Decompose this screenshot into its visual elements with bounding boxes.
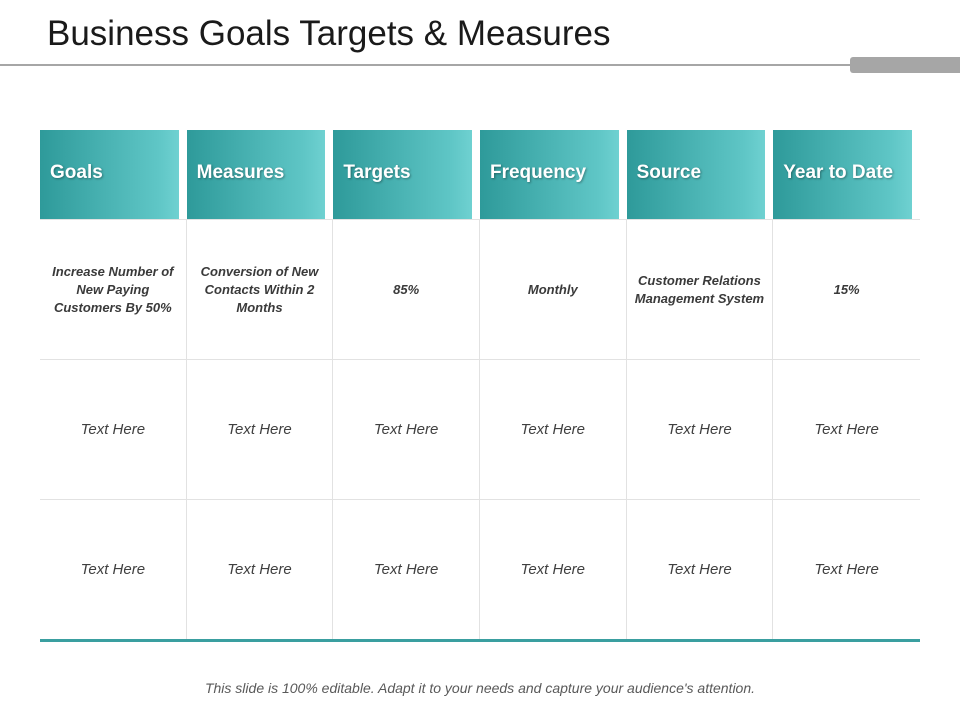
goals-table: Goals Measures Targets Frequency Source … [40, 130, 920, 642]
slide-title: Business Goals Targets & Measures [47, 14, 611, 53]
header-targets: Targets [333, 130, 480, 219]
header-goals: Goals [40, 130, 187, 219]
header-year-to-date: Year to Date [773, 130, 920, 219]
table-bottom-rule [40, 639, 920, 642]
table-cell: Text Here [40, 360, 187, 499]
table-row: Text Here Text Here Text Here Text Here … [40, 499, 920, 639]
header-label: Goals [40, 130, 179, 219]
table-cell: Conversion of New Contacts Within 2 Mont… [187, 220, 334, 359]
table-cell: Text Here [814, 421, 879, 438]
title-underline [0, 64, 852, 66]
table-cell: Increase Number of New Paying Customers … [40, 220, 187, 359]
title-accent-tab [850, 57, 960, 73]
table-cell: Text Here [480, 500, 627, 639]
slide-footer-note: This slide is 100% editable. Adapt it to… [204, 680, 756, 696]
table-cell: Text Here [627, 500, 774, 639]
table-row: Text Here Text Here Text Here Text Here … [40, 359, 920, 499]
table-cell: Text Here [814, 561, 879, 578]
header-label: Year to Date [773, 130, 912, 219]
table-cell: Text Here [627, 360, 774, 499]
header-label: Source [626, 130, 766, 219]
header-frequency: Frequency [479, 130, 627, 219]
table-header-row: Goals Measures Targets Frequency Source … [40, 130, 920, 219]
table-cell: Text Here [333, 500, 480, 639]
header-label: Measures [186, 130, 326, 219]
header-source: Source [626, 130, 774, 219]
table-cell: Text Here [333, 360, 480, 499]
table-row: Increase Number of New Paying Customers … [40, 219, 920, 359]
table-cell: Customer Relations Management System [627, 220, 774, 359]
header-label: Frequency [479, 130, 619, 219]
header-label: Targets [333, 130, 472, 219]
table-cell: 85% [333, 220, 480, 359]
table-cell: 15% [833, 281, 860, 297]
header-measures: Measures [186, 130, 334, 219]
table-cell: Monthly [480, 220, 627, 359]
table-cell: Text Here [187, 500, 334, 639]
table-cell: Text Here [40, 500, 187, 639]
table-cell: Text Here [187, 360, 334, 499]
table-cell: Text Here [480, 360, 627, 499]
